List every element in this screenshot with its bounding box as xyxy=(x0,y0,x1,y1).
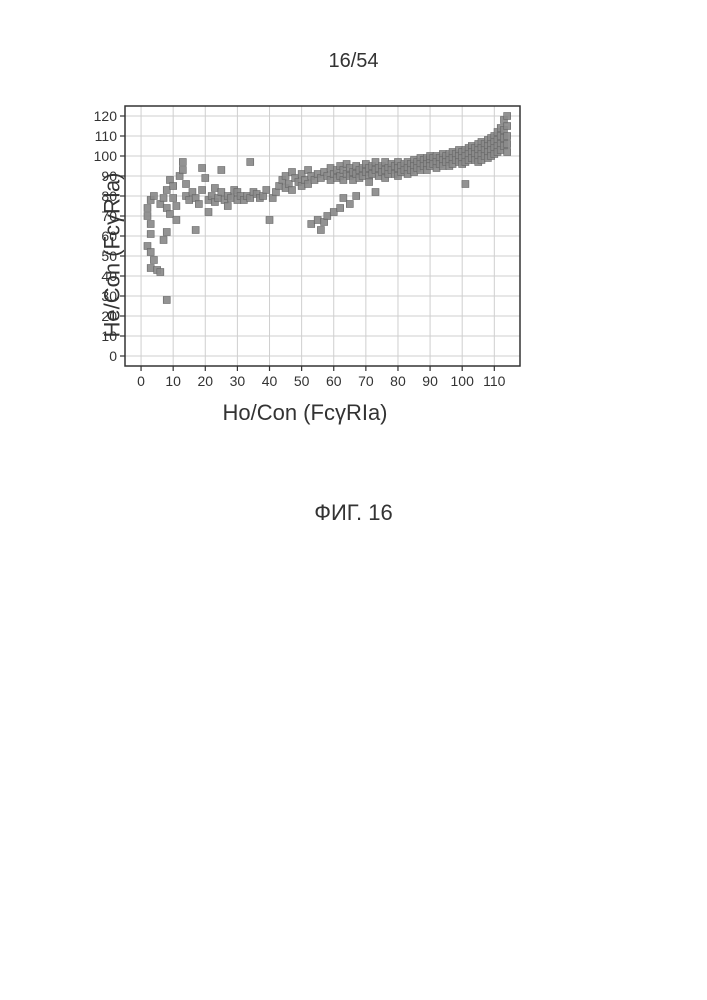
svg-text:100: 100 xyxy=(451,373,475,389)
svg-text:110: 110 xyxy=(483,373,506,389)
svg-text:30: 30 xyxy=(230,373,246,389)
figure-caption: ФИГ. 16 xyxy=(0,500,707,526)
page: 16/54 He/Con (FcγRIa) 0 10 20 30 40 50 60 70 80 9… xyxy=(0,0,707,1000)
svg-text:0: 0 xyxy=(109,348,117,364)
svg-text:10: 10 xyxy=(165,373,181,389)
svg-text:80: 80 xyxy=(390,373,406,389)
svg-text:70: 70 xyxy=(358,373,374,389)
svg-text:20: 20 xyxy=(197,373,213,389)
svg-text:100: 100 xyxy=(94,148,118,164)
svg-text:60: 60 xyxy=(326,373,342,389)
svg-text:0: 0 xyxy=(137,373,145,389)
svg-text:120: 120 xyxy=(94,108,118,124)
svg-text:50: 50 xyxy=(294,373,310,389)
x-axis-label: Ho/Con (FcγRIa) xyxy=(80,400,530,426)
page-number: 16/54 xyxy=(0,50,707,73)
chart-svg: 0102030405060708090100110010203040506070… xyxy=(80,100,528,396)
svg-text:40: 40 xyxy=(262,373,278,389)
scatter-chart: He/Con (FcγRIa) 0 10 20 30 40 50 60 70 80 90 100 11… xyxy=(80,100,530,410)
svg-text:90: 90 xyxy=(422,373,438,389)
y-axis-label: He/Con (FcγRIa) xyxy=(100,172,126,337)
svg-text:110: 110 xyxy=(95,128,118,144)
